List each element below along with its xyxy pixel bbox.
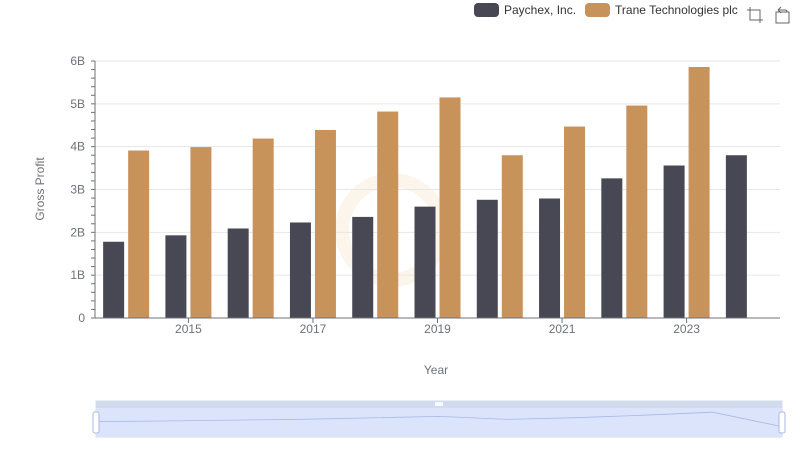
bar-trane-2023: [688, 66, 710, 318]
slider-move-handle[interactable]: [435, 402, 443, 406]
restore-icon[interactable]: [773, 6, 791, 24]
bar-paychex-2021: [539, 198, 561, 318]
zoom-icon[interactable]: [746, 6, 764, 24]
bar-trane-2021: [564, 126, 586, 318]
legend: Paychex, Inc. Trane Technologies plc: [474, 3, 747, 17]
x-tick-label: 2021: [549, 322, 576, 336]
y-tick-label: 3B: [70, 183, 85, 197]
slider-left-handle[interactable]: [92, 411, 100, 434]
x-tick-label: 2017: [300, 322, 327, 336]
bar-trane-2020: [501, 155, 523, 318]
bar-trane-2016: [252, 138, 274, 318]
y-axis-title: Gross Profit: [33, 157, 47, 221]
y-tick-label: 1B: [70, 268, 85, 282]
x-tick-label: 2015: [175, 322, 202, 336]
bar-paychex-2019: [414, 206, 436, 318]
toolbox: [746, 6, 800, 24]
x-tick-label: 2019: [424, 322, 451, 336]
bar-paychex-2024: [725, 155, 747, 318]
bar-paychex-2023: [663, 165, 685, 318]
slider-selection[interactable]: [96, 408, 782, 437]
bar-trane-2022: [626, 105, 648, 319]
data-zoom-slider[interactable]: [92, 400, 786, 438]
bar-trane-2019: [439, 97, 461, 319]
slider-right-handle[interactable]: [778, 411, 786, 434]
y-tick-label: 0: [78, 311, 85, 325]
y-tick-label: 4B: [70, 140, 85, 154]
x-axis-title: Year: [424, 363, 448, 377]
y-tick-label: 6B: [70, 54, 85, 68]
legend-label-trane: Trane Technologies plc: [615, 3, 738, 17]
bar-paychex-2017: [289, 222, 311, 318]
bar-paychex-2014: [103, 241, 125, 318]
legend-item-trane[interactable]: Trane Technologies plc: [585, 3, 738, 17]
bar-paychex-2018: [352, 216, 374, 318]
slider-preview-line: [96, 411, 782, 427]
bar-paychex-2016: [227, 228, 249, 318]
bar-paychex-2020: [476, 199, 498, 318]
y-tick-label: 2B: [70, 225, 85, 239]
legend-swatch-paychex: [474, 3, 499, 17]
y-tick-label: 5B: [70, 97, 85, 111]
bar-paychex-2022: [601, 178, 623, 318]
legend-label-paychex: Paychex, Inc.: [504, 3, 577, 17]
x-tick-label: 2023: [673, 322, 700, 336]
bar-trane-2015: [190, 147, 212, 318]
bar-trane-2017: [314, 129, 336, 318]
legend-item-paychex[interactable]: Paychex, Inc.: [474, 3, 576, 17]
axes: 0 1B 2B 3B 4B 5B 6B 2015 2017 2019 2021 2023: [70, 54, 780, 336]
bar-trane-2014: [128, 150, 150, 318]
bars: [103, 66, 747, 319]
bar-trane-2018: [377, 111, 399, 318]
legend-swatch-trane: [585, 3, 611, 17]
bar-paychex-2015: [165, 235, 187, 318]
